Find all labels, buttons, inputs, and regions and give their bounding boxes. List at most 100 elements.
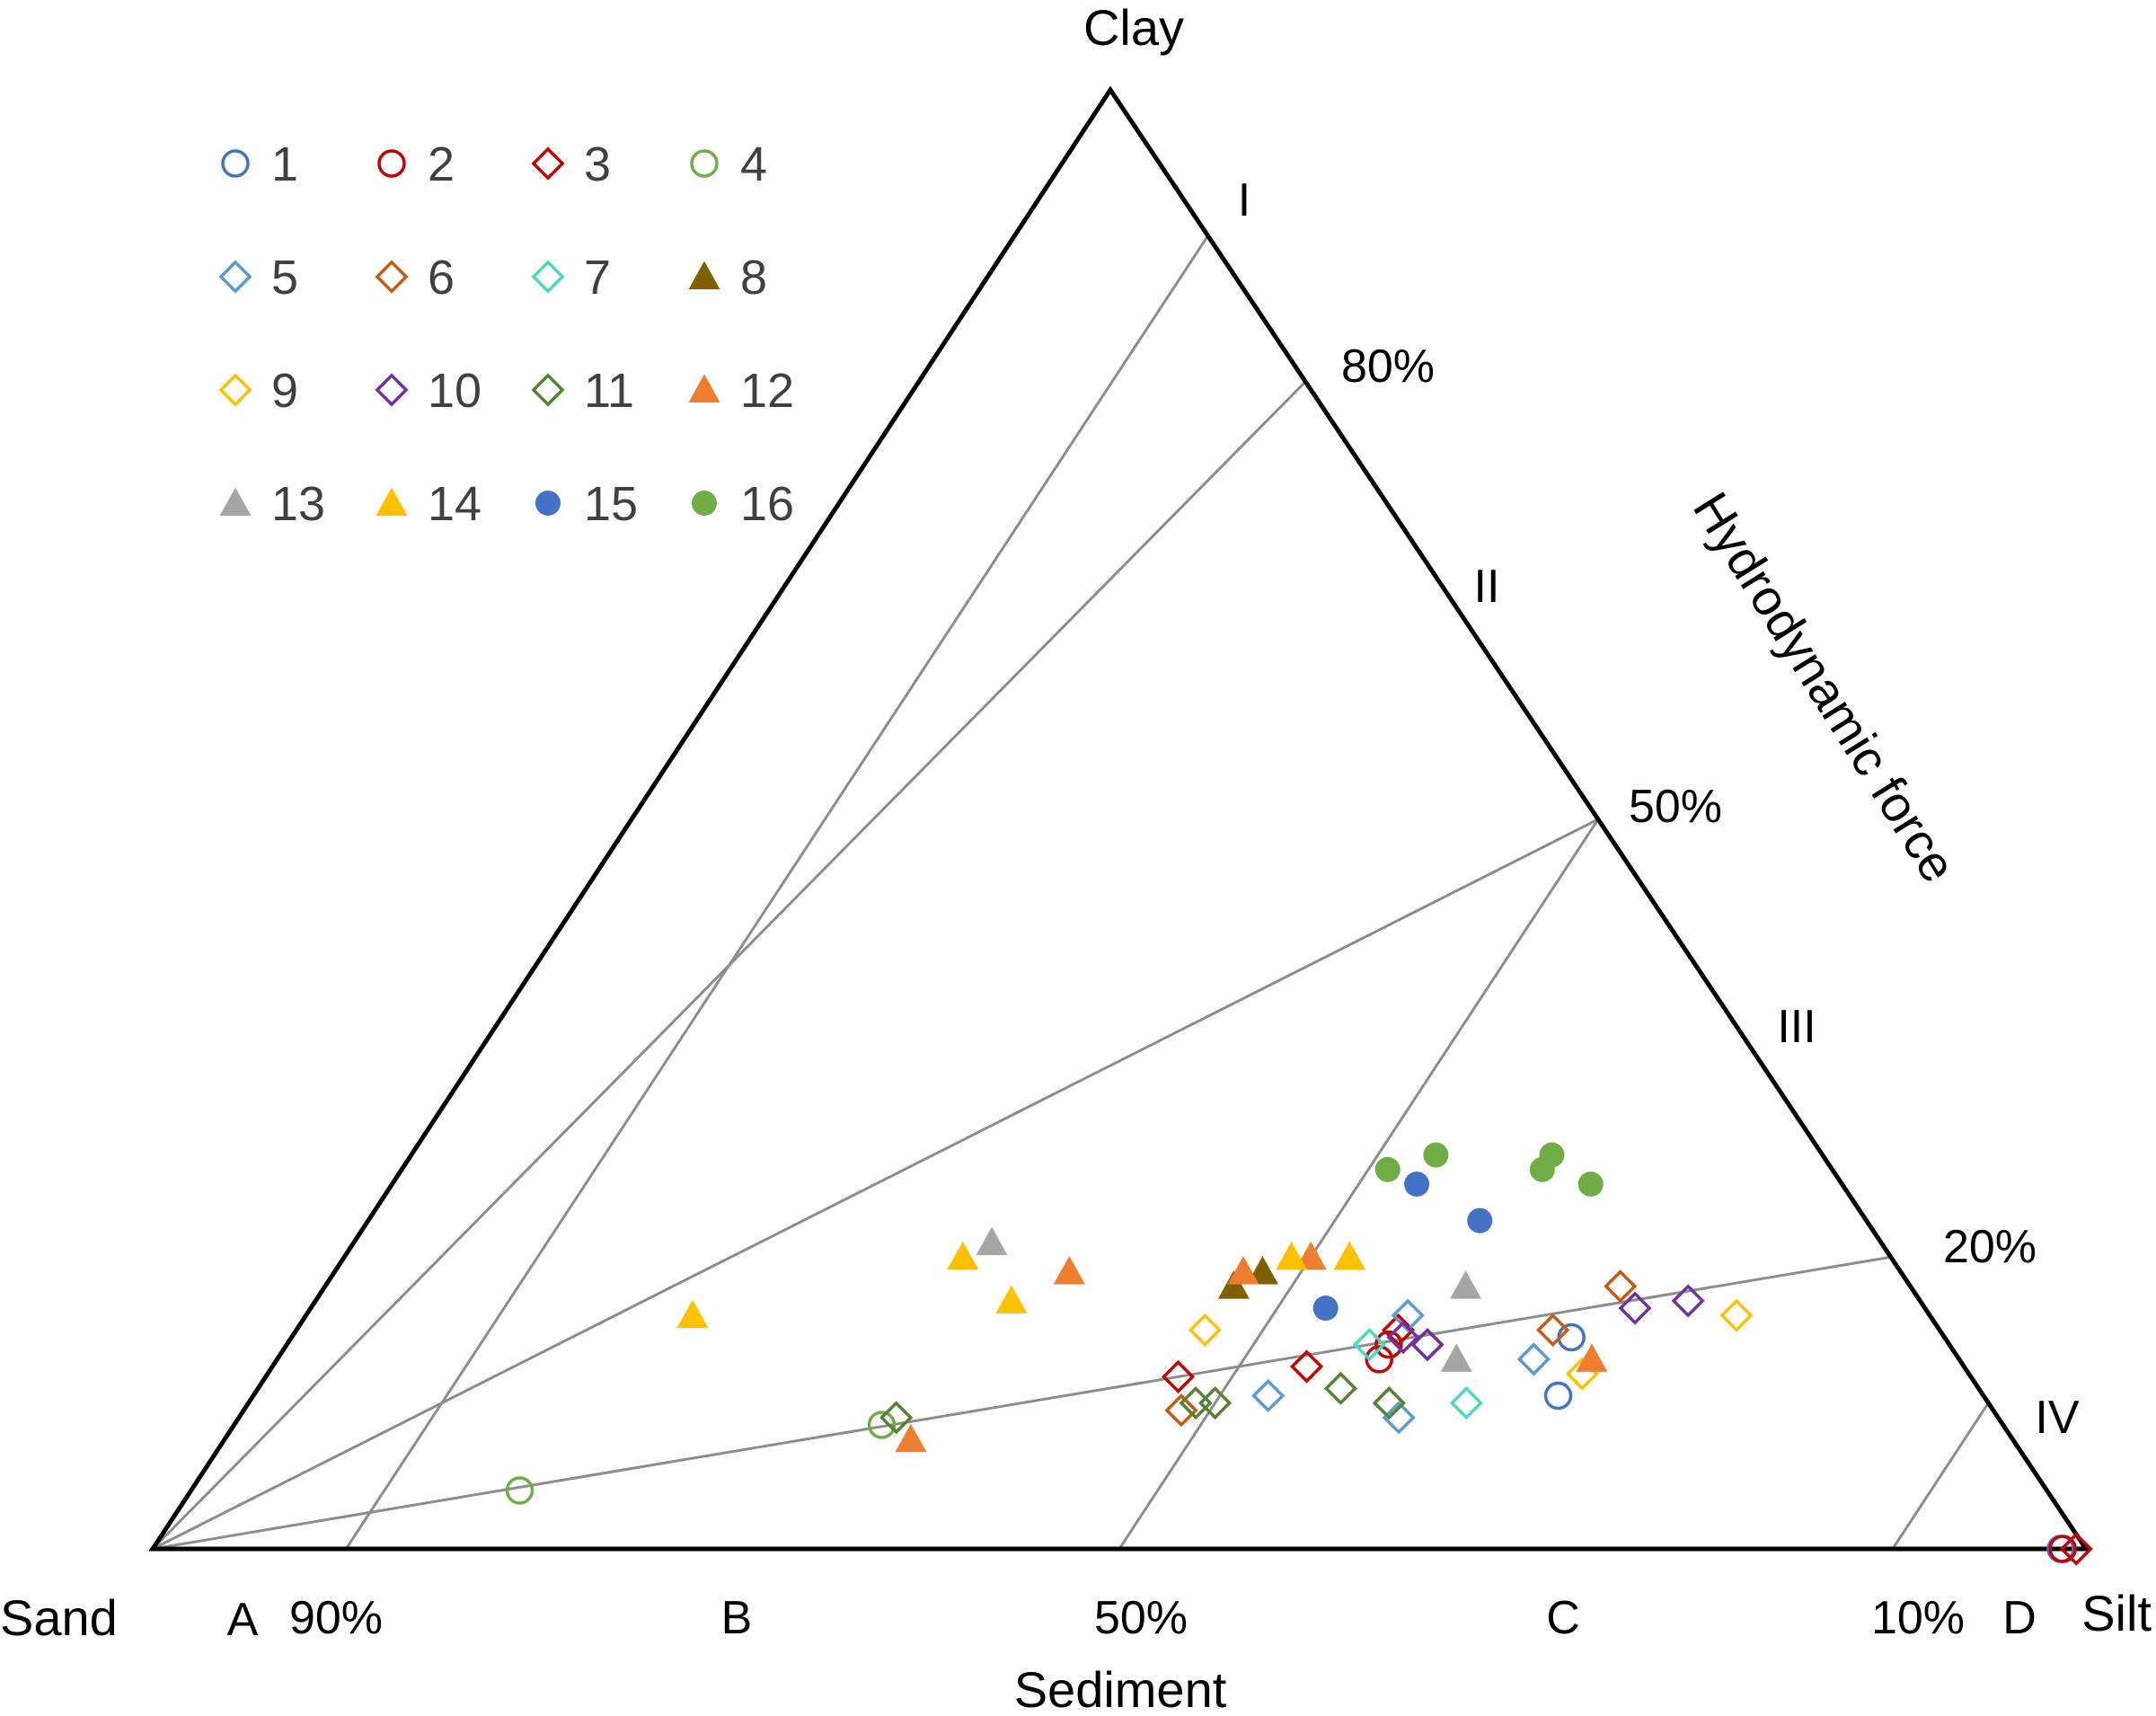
legend-marker-13 (219, 487, 252, 516)
data-point-series-7-1 (1449, 1386, 1483, 1420)
points-layer (505, 1142, 2093, 1566)
legend-label-6: 6 (428, 251, 455, 305)
legend-label-15: 15 (584, 477, 638, 531)
data-point-series-6-2 (1604, 1269, 1638, 1304)
zone-label-c: C (1546, 1592, 1580, 1644)
grid-layer (151, 234, 1990, 1551)
data-point-series-9-4 (1188, 1313, 1222, 1347)
gridline-hydrodynamic-80 (151, 380, 1307, 1551)
data-point-series-16-1 (1423, 1142, 1449, 1168)
data-point-series-16-5 (1374, 1156, 1401, 1182)
legend-marker-9 (218, 373, 252, 407)
legend-marker-6 (375, 260, 409, 294)
legend-marker-4 (690, 149, 719, 178)
axis-title-hydrodynamic-force: Hydrodynamic force (1683, 482, 1967, 892)
legend-marker-15 (535, 491, 561, 516)
zone-label-a: A (227, 1594, 259, 1646)
legend-marker-8 (688, 261, 720, 289)
legend-marker-5 (218, 260, 252, 294)
data-point-series-16-4 (1539, 1142, 1565, 1168)
data-point-series-11-5 (1198, 1386, 1233, 1420)
data-point-series-16-3 (1577, 1172, 1604, 1197)
legend-label-2: 2 (428, 137, 455, 191)
data-point-series-2-1 (2048, 1535, 2077, 1563)
legend-marker-2 (377, 149, 406, 178)
zone-label-b: B (721, 1592, 753, 1644)
data-point-series-14-2 (947, 1241, 979, 1270)
data-point-series-10-1 (1671, 1284, 1705, 1318)
legend-marker-11 (531, 373, 565, 407)
triangle-frame (148, 85, 2090, 1552)
data-point-series-11-1 (879, 1401, 914, 1435)
data-point-series-3-2 (1161, 1359, 1196, 1393)
legend-marker-12 (688, 374, 720, 402)
data-point-series-9-1 (1719, 1298, 1754, 1332)
legend-label-8: 8 (740, 251, 767, 305)
tick-label-sediment-50: 50% (1094, 1592, 1188, 1644)
data-point-series-5-1 (1251, 1378, 1286, 1413)
data-point-series-15-1 (1312, 1296, 1339, 1322)
vertex-label-sand: Sand (0, 1589, 118, 1646)
data-point-series-1-2 (1557, 1322, 1586, 1352)
data-point-series-12-4 (1576, 1343, 1608, 1372)
legend-label-5: 5 (271, 251, 298, 305)
zone-label-iii: III (1777, 1001, 1816, 1053)
vertex-label-clay: Clay (1083, 0, 1184, 56)
legend-label-9: 9 (271, 364, 298, 418)
data-point-series-14-5 (1333, 1241, 1365, 1270)
data-point-series-14-3 (995, 1285, 1028, 1314)
gridline-hydrodynamic-50 (152, 818, 1599, 1551)
gridline-sediment-10 (1891, 1402, 1990, 1550)
legend-marker-10 (375, 373, 409, 407)
data-point-series-2-2 (1374, 1330, 1403, 1359)
data-point-series-13-1 (976, 1226, 1008, 1255)
data-point-series-4-1 (505, 1476, 535, 1505)
legend-marker-7 (531, 260, 565, 294)
legend-label-14: 14 (428, 477, 482, 531)
data-point-series-3-3 (1289, 1349, 1324, 1384)
data-point-series-8-3 (1217, 1270, 1250, 1299)
legend-label-12: 12 (740, 364, 794, 418)
vertex-label-silt: Silt (2081, 1585, 2152, 1641)
data-point-series-10-3 (1386, 1320, 1420, 1355)
tick-label-hydrodynamic-80: 80% (1341, 341, 1435, 393)
data-point-series-11-2 (1372, 1386, 1406, 1420)
zone-label-iv: IV (2035, 1392, 2079, 1444)
zone-label-d: D (2002, 1592, 2037, 1644)
gridline-sediment-50 (1118, 818, 1600, 1550)
data-point-series-5-4 (1391, 1298, 1425, 1332)
legend-label-13: 13 (271, 477, 325, 531)
data-point-series-15-2 (1467, 1207, 1493, 1234)
data-point-series-6-3 (1536, 1313, 1570, 1347)
legend-label-3: 3 (584, 137, 611, 191)
zone-label-i: I (1238, 174, 1250, 226)
legend-marker-16 (692, 491, 717, 516)
tick-label-sediment-90: 90% (289, 1592, 383, 1644)
data-point-series-12-1 (895, 1423, 927, 1453)
data-point-series-3-5 (1381, 1313, 1416, 1347)
tick-label-hydrodynamic-20: 20% (1943, 1221, 2037, 1273)
data-point-series-6-1 (1164, 1393, 1198, 1428)
tick-label-hydrodynamic-50: 50% (1629, 781, 1722, 833)
legend-label-1: 1 (271, 137, 298, 191)
tick-label-sediment-10: 10% (1871, 1592, 1965, 1644)
data-point-series-7-2 (1352, 1328, 1386, 1362)
data-point-series-12-2 (1053, 1255, 1085, 1285)
legend-label-10: 10 (428, 364, 482, 418)
legend-marker-3 (531, 146, 565, 181)
legend-marker-1 (221, 149, 250, 178)
axis-title-sediment: Sediment (1014, 1661, 1227, 1716)
data-point-series-10-2 (1618, 1291, 1652, 1325)
data-point-series-13-2 (1450, 1270, 1482, 1299)
legend-marker-14 (376, 487, 408, 516)
data-point-series-13-3 (1440, 1343, 1472, 1372)
data-point-series-14-4 (1276, 1241, 1308, 1270)
gridline-hydrodynamic-20 (152, 1255, 1892, 1551)
data-point-series-14-1 (676, 1299, 709, 1329)
data-point-series-1-3 (1543, 1381, 1573, 1411)
data-point-series-5-3 (1516, 1342, 1551, 1376)
data-point-series-2-3 (1365, 1345, 1393, 1374)
legend-label-11: 11 (584, 364, 634, 418)
